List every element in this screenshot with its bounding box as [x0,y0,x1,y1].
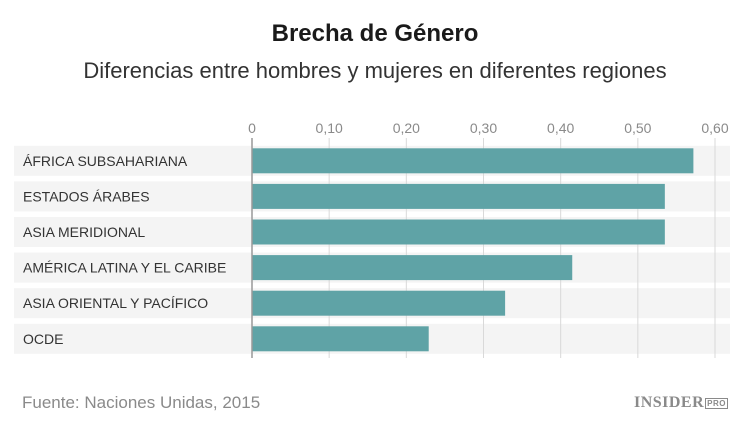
x-tick-label: 0 [248,120,256,136]
category-label: OCDE [23,331,63,347]
logo-text: INSIDER [633,394,705,411]
bar [252,183,665,209]
bar [252,219,665,245]
category-label: AMÉRICA LATINA Y EL CARIBE [23,260,226,276]
x-tick-label: 0,30 [470,120,497,136]
chart-subtitle: Diferencias entre hombres y mujeres en d… [83,58,667,83]
x-tick-label: 0,40 [547,120,574,136]
logo-badge: PRO [705,397,728,409]
bar [252,290,506,316]
category-label: ASIA ORIENTAL Y PACÍFICO [23,295,208,311]
x-tick-label: 0,10 [316,120,343,136]
chart-title: Brecha de Género [271,20,479,47]
bar [252,326,429,352]
x-tick-label: 0,60 [701,120,728,136]
category-label: ASIA MERIDIONAL [23,224,145,240]
x-tick-label: 0,20 [393,120,420,136]
bar-chart: 0 0,10 0,20 0,30 0,40 0,50 0,60 ÁFRICA SUBSAHAR… [14,120,730,358]
category-label: ÁFRICA SUBSAHARIANA [23,153,188,169]
insider-pro-logo: INSIDER PRO [634,394,728,412]
bar [252,255,573,281]
category-label: ESTADOS ÁRABES [23,188,150,204]
source-note: Fuente: Naciones Unidas, 2015 [22,393,261,412]
bar [252,148,694,174]
x-tick-label: 0,50 [624,120,651,136]
